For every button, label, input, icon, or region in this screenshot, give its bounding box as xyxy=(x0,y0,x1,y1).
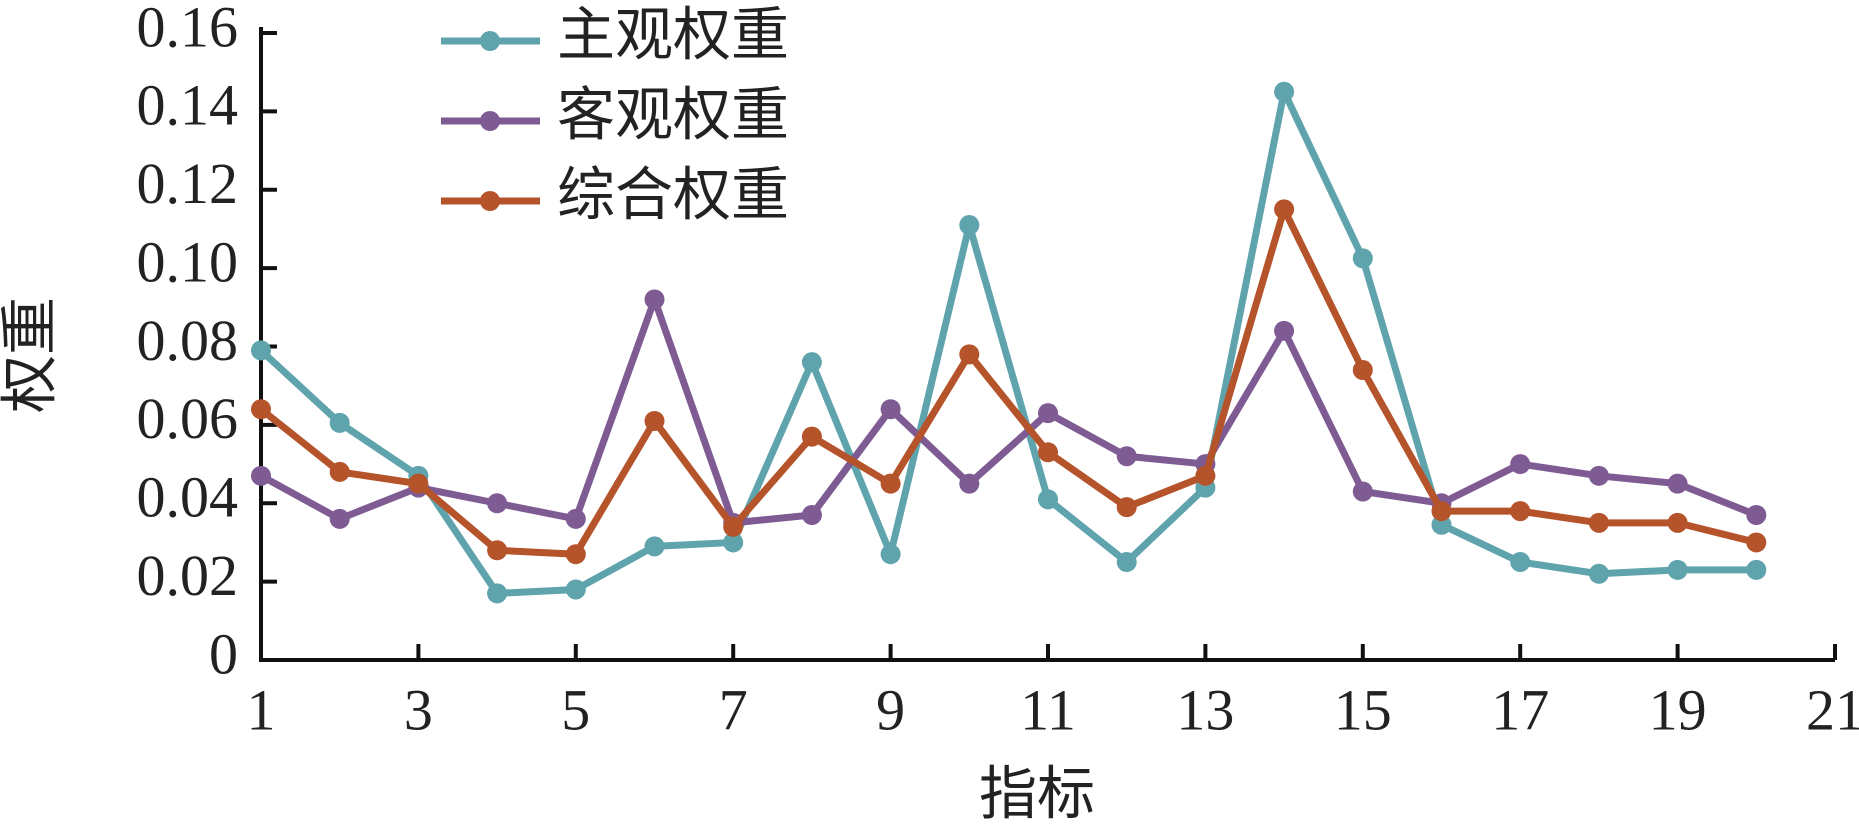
point xyxy=(1274,81,1295,102)
x-tick-label: 5 xyxy=(561,677,590,742)
y-axis-label: 权重 xyxy=(0,297,62,413)
point xyxy=(1510,454,1531,475)
x-tick-label: 9 xyxy=(876,677,905,742)
axes xyxy=(259,27,1835,662)
point xyxy=(959,215,980,236)
point xyxy=(1038,442,1058,463)
point xyxy=(1352,360,1373,381)
point xyxy=(723,532,744,553)
legend-marker xyxy=(480,111,500,131)
point xyxy=(644,289,665,310)
point xyxy=(565,579,586,600)
x-tick-label: 1 xyxy=(247,677,276,742)
point xyxy=(801,352,822,373)
point xyxy=(329,508,350,529)
point xyxy=(1274,199,1295,220)
point xyxy=(1667,473,1688,494)
point xyxy=(1274,320,1295,341)
point xyxy=(487,493,508,514)
point xyxy=(329,412,350,433)
x-tick-label: 15 xyxy=(1334,677,1392,742)
point xyxy=(251,340,271,361)
series-line xyxy=(258,88,1757,597)
point xyxy=(644,536,665,557)
point xyxy=(565,544,586,565)
x-tick-label: 7 xyxy=(719,677,748,742)
point xyxy=(1116,552,1137,573)
y-tick-label: 0.10 xyxy=(137,229,239,294)
point xyxy=(1116,497,1137,518)
x-tick-label: 19 xyxy=(1649,677,1707,742)
point xyxy=(959,344,980,365)
point xyxy=(801,426,822,447)
point xyxy=(1352,481,1373,502)
point xyxy=(1746,505,1767,526)
point xyxy=(1352,248,1373,269)
point xyxy=(329,461,350,482)
point xyxy=(1667,559,1688,580)
point xyxy=(880,473,901,494)
x-tick-label: 13 xyxy=(1176,677,1234,742)
y-tick-label: 0.14 xyxy=(137,73,239,138)
y-tick-label: 0.12 xyxy=(137,151,239,216)
x-axis-label: 指标 xyxy=(979,761,1095,826)
point xyxy=(723,516,744,537)
point xyxy=(1510,501,1531,522)
x-tick-label: 3 xyxy=(404,677,433,742)
point xyxy=(487,540,508,561)
point xyxy=(644,410,665,431)
point xyxy=(565,508,586,529)
legend-marker xyxy=(480,31,500,51)
point xyxy=(1116,446,1137,467)
point xyxy=(1588,512,1609,533)
y-tick-label: 0.16 xyxy=(137,0,239,59)
point xyxy=(880,399,901,420)
series-line xyxy=(259,295,1758,527)
point xyxy=(1588,563,1609,584)
point xyxy=(1195,465,1216,486)
point xyxy=(251,399,271,420)
y-tick-label: 0.04 xyxy=(137,465,239,530)
point xyxy=(1510,552,1531,573)
point xyxy=(801,505,822,526)
point xyxy=(880,544,901,565)
point xyxy=(959,473,980,494)
x-tick-label: 17 xyxy=(1491,677,1549,742)
point xyxy=(1431,514,1452,535)
point xyxy=(1746,559,1767,580)
series-line xyxy=(258,205,1758,558)
legend-marker xyxy=(480,191,500,211)
point xyxy=(487,583,508,604)
legend-label: 主观权重 xyxy=(557,2,789,67)
point xyxy=(251,465,271,486)
point xyxy=(1038,489,1058,510)
point xyxy=(408,473,429,494)
y-tick-label: 0 xyxy=(209,621,238,686)
point xyxy=(1588,465,1609,486)
legend-label: 客观权重 xyxy=(557,82,789,147)
x-tick-label: 11 xyxy=(1020,677,1076,742)
point xyxy=(1667,512,1688,533)
x-tick-label: 21 xyxy=(1806,677,1859,742)
legend-label: 综合权重 xyxy=(557,162,789,227)
y-tick-label: 0.06 xyxy=(137,386,239,451)
y-tick-label: 0.08 xyxy=(137,308,239,373)
y-tick-label: 0.02 xyxy=(137,543,239,608)
point xyxy=(1038,403,1058,424)
point xyxy=(1431,501,1452,522)
point xyxy=(1746,532,1767,553)
